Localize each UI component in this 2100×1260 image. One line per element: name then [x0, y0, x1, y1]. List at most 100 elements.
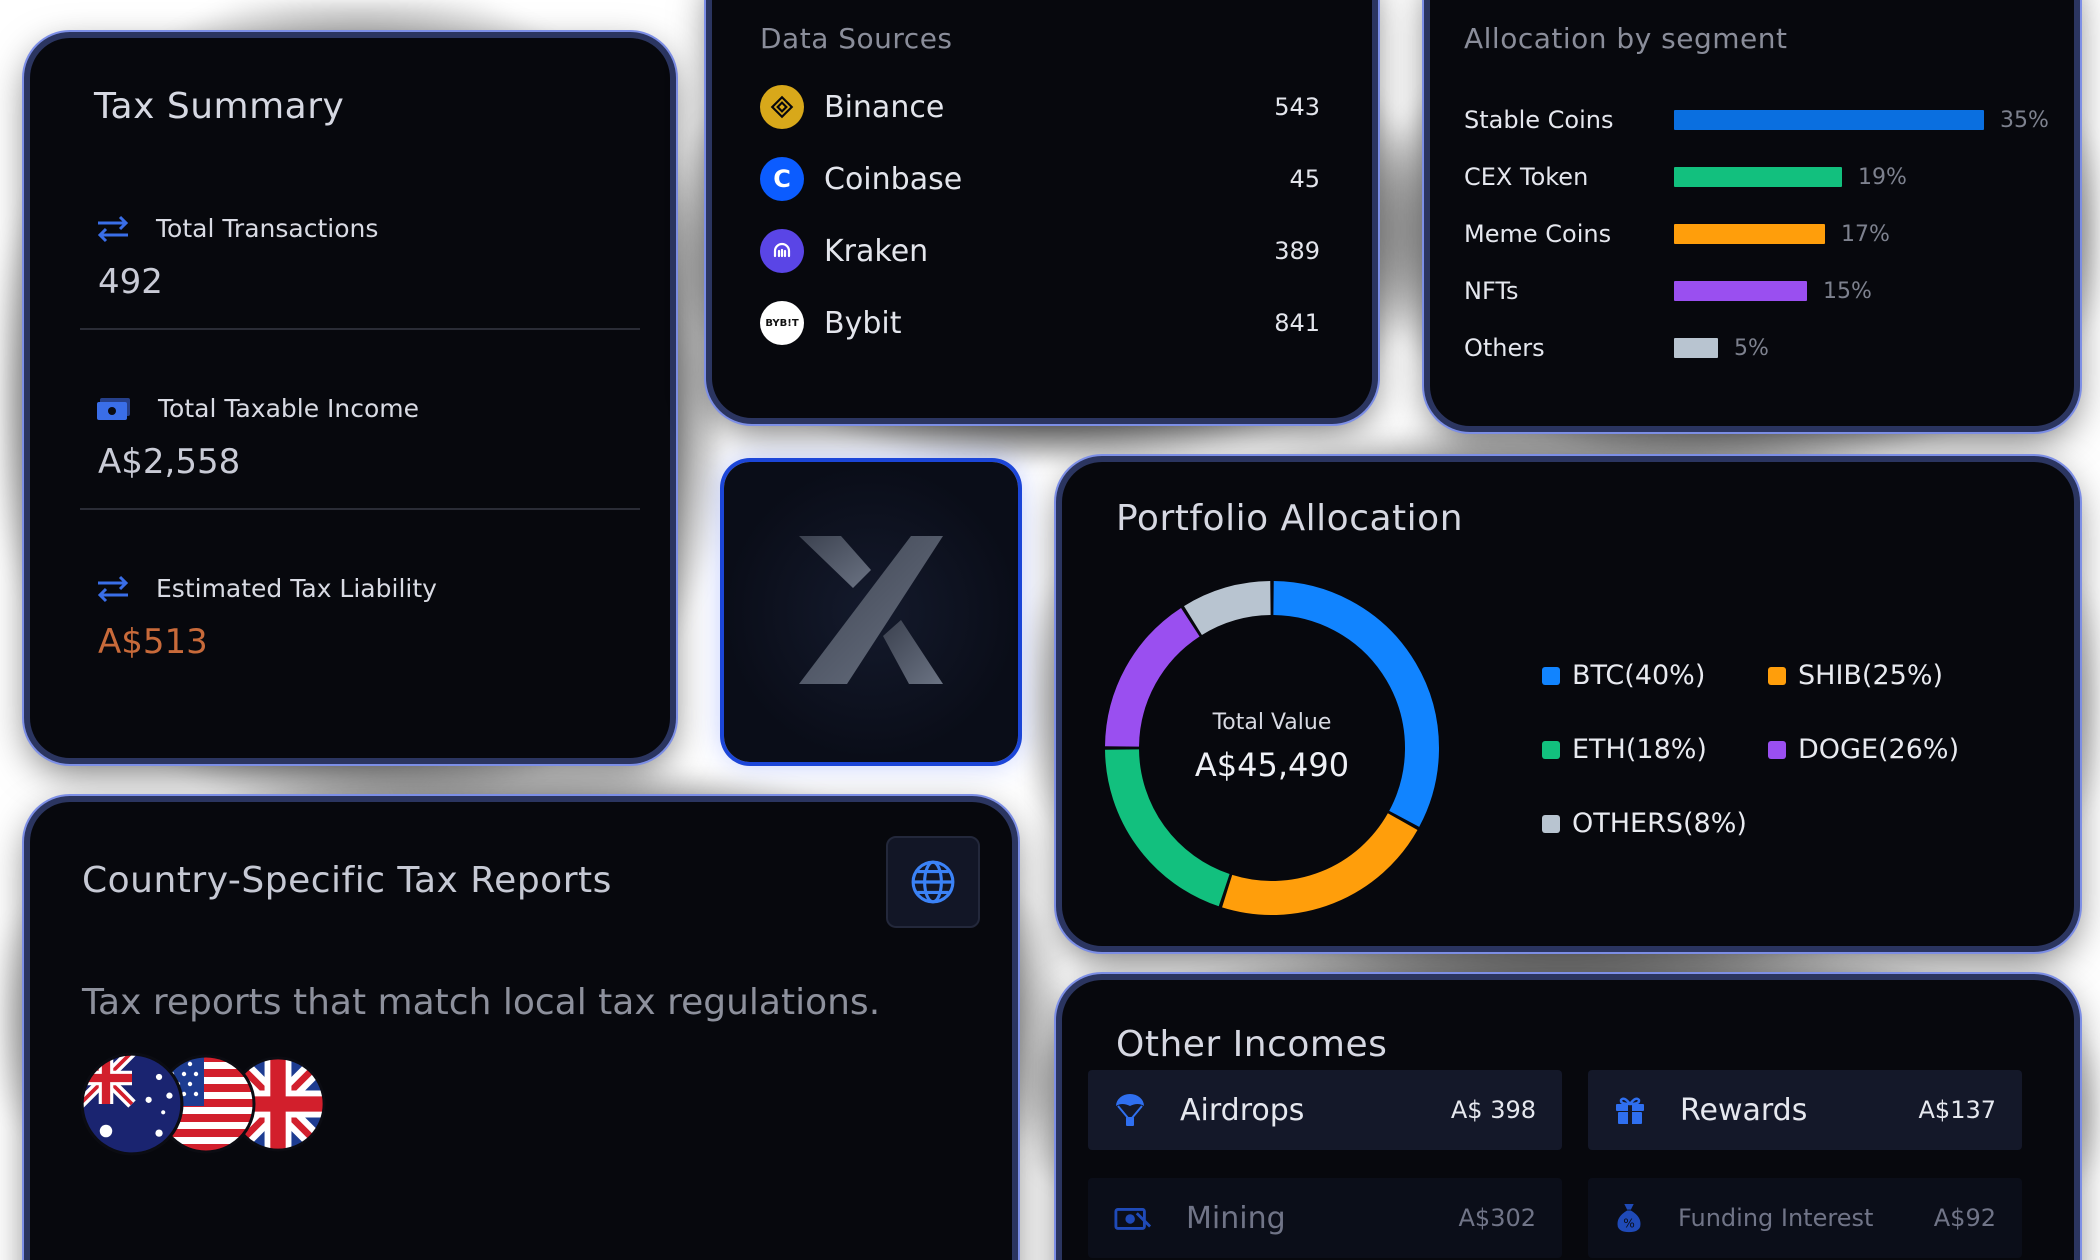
- income-value: A$92: [1933, 1204, 1996, 1232]
- legend-swatch: [1542, 814, 1560, 833]
- segment-label: NFTs: [1464, 277, 1519, 305]
- segment-row: Others 5%: [1464, 328, 1769, 368]
- country-reports-title: Country-Specific Tax Reports: [82, 860, 612, 901]
- svg-text:%: %: [1623, 1216, 1635, 1230]
- legend-label: OTHERS(8%): [1572, 808, 1747, 839]
- data-source-name: Binance: [824, 89, 945, 125]
- mining-icon: [1114, 1208, 1152, 1230]
- total-transactions-row: Total Transactions: [96, 214, 378, 243]
- income-name: Funding Interest: [1678, 1204, 1874, 1232]
- x-logo-icon: [799, 536, 943, 684]
- data-source-name: Kraken: [824, 233, 929, 269]
- segment-percent: 5%: [1734, 335, 1769, 361]
- allocation-segment-card: Allocation by segment Stable Coins 35% CEX…: [1430, 0, 2074, 426]
- data-source-bybit[interactable]: BYB!T Bybit 841: [760, 298, 1320, 348]
- total-taxable-income-value: A$2,558: [98, 442, 241, 482]
- data-source-kraken[interactable]: Kraken 389: [760, 226, 1320, 276]
- country-reports-subtitle: Tax reports that match local tax regulat…: [82, 982, 881, 1023]
- segment-row: Stable Coins 35%: [1464, 100, 2049, 140]
- segment-bar: [1674, 167, 1842, 187]
- segment-percent: 19%: [1858, 164, 1907, 190]
- data-source-binance[interactable]: Binance 543: [760, 82, 1320, 132]
- country-reports-card: Country-Specific Tax Reports Tax reports…: [30, 802, 1012, 1260]
- portfolio-donut-chart: [1105, 581, 1439, 915]
- segment-label: Meme Coins: [1464, 220, 1612, 248]
- cash-icon: [97, 397, 130, 420]
- legend-swatch: [1542, 740, 1560, 759]
- divider: [80, 508, 640, 510]
- flag-group: [80, 1052, 340, 1156]
- donut-center-value: A$45,490: [1194, 746, 1350, 784]
- legend-swatch: [1542, 666, 1560, 685]
- income-mining[interactable]: Mining A$302: [1088, 1178, 1562, 1258]
- tax-summary-card: Tax Summary Total Transactions 492 Total…: [30, 38, 670, 758]
- legend-label: ETH(18%): [1572, 734, 1707, 765]
- portfolio-allocation-card: Portfolio Allocation Total Value A$45,49…: [1062, 462, 2074, 946]
- income-value: A$137: [1918, 1096, 1997, 1124]
- total-transactions-value: 492: [98, 262, 163, 302]
- app-logo-tile: [724, 462, 1018, 762]
- bybit-logo-text: BYB!T: [765, 317, 799, 329]
- globe-button[interactable]: [886, 836, 980, 928]
- segment-bar: [1674, 110, 1984, 130]
- legend-label: BTC(40%): [1572, 660, 1706, 691]
- segment-label: Others: [1464, 334, 1545, 362]
- segment-bar: [1674, 224, 1825, 244]
- tax-summary-title: Tax Summary: [94, 86, 345, 127]
- total-transactions-label: Total Transactions: [156, 214, 379, 243]
- australia-flag-icon: [80, 1052, 184, 1156]
- estimated-tax-liability-value: A$513: [98, 622, 208, 662]
- segment-bar: [1674, 338, 1718, 358]
- estimated-tax-liability-row: Estimated Tax Liability: [96, 574, 437, 603]
- parachute-icon: [1116, 1094, 1144, 1126]
- segment-label: CEX Token: [1464, 163, 1589, 191]
- segment-bar: [1674, 281, 1807, 301]
- segment-percent: 17%: [1841, 221, 1890, 247]
- globe-icon: [911, 860, 955, 904]
- legend-label: DOGE(26%): [1798, 734, 1960, 765]
- legend-swatch: [1768, 666, 1786, 685]
- segment-percent: 35%: [2000, 107, 2049, 133]
- bybit-logo-icon: BYB!T: [760, 301, 804, 345]
- data-source-count: 543: [1274, 93, 1320, 121]
- legend-others: OTHERS(8%): [1542, 808, 1747, 839]
- legend-btc: BTC(40%): [1542, 660, 1705, 691]
- segment-percent: 15%: [1823, 278, 1872, 304]
- swap-arrows-icon: [97, 215, 129, 242]
- segment-row: Meme Coins 17%: [1464, 214, 1890, 254]
- allocation-segment-title: Allocation by segment: [1464, 22, 1788, 55]
- donut-segment-doge: [1105, 607, 1200, 748]
- data-source-name: Coinbase: [824, 161, 963, 197]
- other-incomes-card: Other Incomes Airdrops A$ 398 Rewards A$…: [1062, 980, 2074, 1260]
- segment-row: NFTs 15%: [1464, 271, 1872, 311]
- swap-arrows-icon: [97, 575, 129, 602]
- kraken-logo-icon: [760, 229, 804, 273]
- income-name: Mining: [1186, 1200, 1286, 1236]
- income-funding-interest[interactable]: % Funding Interest A$92: [1588, 1178, 2022, 1258]
- income-airdrops[interactable]: Airdrops A$ 398: [1088, 1070, 1562, 1150]
- donut-segment-eth: [1105, 749, 1230, 907]
- income-rewards[interactable]: Rewards A$137: [1588, 1070, 2022, 1150]
- segment-row: CEX Token 19%: [1464, 157, 1907, 197]
- data-sources-card: Data Sources Binance 543 C Coinbase 45 K…: [712, 0, 1372, 418]
- legend-label: SHIB(25%): [1798, 660, 1944, 691]
- income-name: Airdrops: [1180, 1092, 1305, 1128]
- income-name: Rewards: [1680, 1092, 1808, 1128]
- donut-segment-btc: [1273, 581, 1439, 827]
- legend-doge: DOGE(26%): [1768, 734, 1959, 765]
- data-source-coinbase[interactable]: C Coinbase 45: [760, 154, 1320, 204]
- coinbase-logo-letter: C: [773, 165, 791, 193]
- money-bag-icon: %: [1617, 1203, 1641, 1233]
- binance-logo-icon: [760, 85, 804, 129]
- coinbase-logo-icon: C: [760, 157, 804, 201]
- total-taxable-income-row: Total Taxable Income: [96, 394, 419, 423]
- data-source-count: 389: [1274, 237, 1320, 265]
- data-source-count: 45: [1289, 165, 1320, 193]
- divider: [80, 328, 640, 330]
- income-value: A$302: [1458, 1204, 1537, 1232]
- donut-center-label: Total Value: [1212, 710, 1332, 735]
- total-taxable-income-label: Total Taxable Income: [158, 394, 420, 423]
- data-source-name: Bybit: [824, 305, 902, 341]
- legend-shib: SHIB(25%): [1768, 660, 1943, 691]
- portfolio-allocation-title: Portfolio Allocation: [1116, 498, 1464, 539]
